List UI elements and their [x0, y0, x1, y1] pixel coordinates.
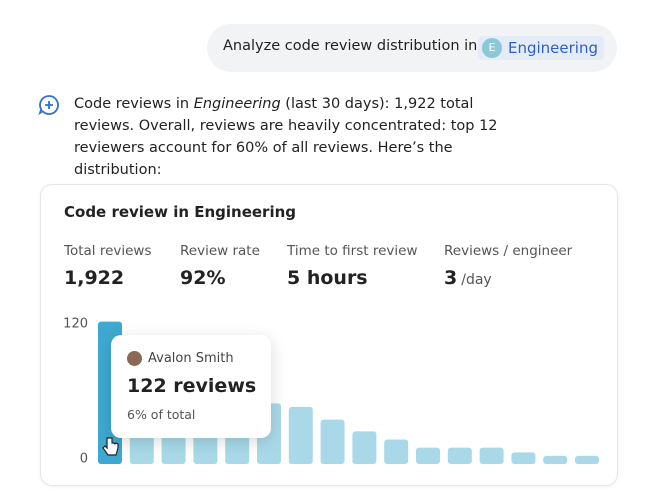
bar: [511, 452, 536, 464]
bar: [288, 406, 313, 464]
y-tick-label: 120: [63, 317, 88, 332]
assistant-message: Code reviews in Engineering (last 30 day…: [74, 93, 536, 181]
text: (last 30 days): 1,922 total reviews. Ove…: [74, 96, 498, 178]
tooltip-value: 122 reviews: [127, 375, 257, 397]
bar: [479, 447, 504, 464]
stat-value: 5 hours: [287, 267, 368, 289]
cursor: [102, 437, 119, 456]
user-message: Analyze code review distribution in: [223, 38, 478, 54]
avatar: [127, 351, 142, 366]
stat-value: 3/day: [444, 267, 492, 289]
team-tag-initial: E: [482, 38, 502, 58]
bar: [320, 419, 345, 464]
bar: [543, 455, 568, 464]
stat-unit: /day: [461, 272, 492, 288]
stat-label: Total reviews: [64, 243, 152, 259]
stat-label: Review rate: [180, 243, 260, 259]
card-title: Code review in Engineering: [64, 203, 297, 221]
y-tick-label: 0: [80, 452, 88, 467]
stat-value: 1,922: [64, 267, 125, 289]
text-emphasis: Engineering: [193, 96, 281, 112]
tooltip-share: 6% of total: [127, 407, 196, 422]
text: Code reviews in: [74, 96, 194, 112]
bar: [447, 447, 472, 464]
bar: [416, 447, 440, 464]
bar: [352, 431, 377, 464]
assistant-icon: [38, 95, 59, 116]
stat-label: Time to first review: [287, 243, 418, 259]
stat-number: 3: [444, 267, 458, 289]
stat-label: Reviews / engineer: [444, 243, 573, 259]
bar: [384, 439, 409, 464]
stat-value: 92%: [180, 267, 226, 289]
bar: [575, 455, 599, 464]
tooltip-name: Avalon Smith: [148, 351, 234, 366]
card: [40, 184, 618, 486]
